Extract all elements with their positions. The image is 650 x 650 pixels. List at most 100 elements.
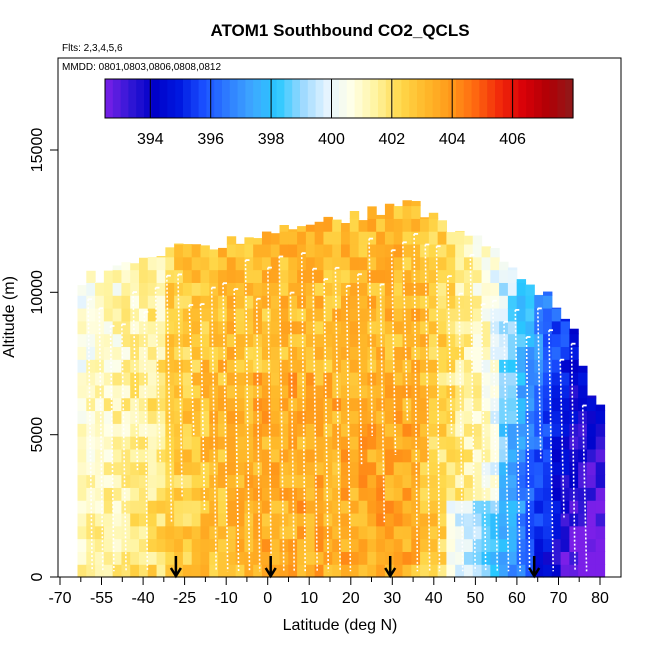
heatmap-cell bbox=[384, 525, 395, 540]
heatmap-cell bbox=[411, 474, 421, 488]
heatmap-cell bbox=[560, 346, 570, 360]
heatmap-cell bbox=[182, 333, 193, 348]
heatmap-cell bbox=[437, 243, 448, 258]
heatmap-cell bbox=[411, 243, 421, 258]
heatmap-cell bbox=[226, 384, 237, 399]
heatmap-cell bbox=[349, 384, 360, 399]
heatmap-cell bbox=[507, 333, 518, 348]
heatmap-cell bbox=[235, 269, 245, 283]
heatmap-cell bbox=[376, 487, 386, 501]
heatmap-cell bbox=[314, 500, 325, 514]
heatmap-cell bbox=[463, 333, 474, 348]
flight-track bbox=[233, 288, 240, 572]
heatmap-cell bbox=[358, 282, 368, 296]
heatmap-cell bbox=[578, 512, 588, 527]
heatmap-cell bbox=[349, 474, 360, 488]
heatmap-cell bbox=[261, 359, 272, 373]
heatmap-cell bbox=[191, 320, 202, 335]
heatmap-cell bbox=[578, 448, 588, 463]
heatmap-cell bbox=[393, 525, 404, 540]
heatmap-cell bbox=[305, 461, 316, 476]
heatmap-cell bbox=[349, 410, 360, 424]
heatmap-cell bbox=[112, 265, 123, 271]
heatmap-cell bbox=[103, 538, 114, 552]
heatmap-cell bbox=[191, 500, 202, 514]
heatmap-cell bbox=[191, 538, 202, 552]
heatmap-cell bbox=[279, 423, 289, 437]
colorbar-swatch bbox=[440, 79, 449, 118]
heatmap-cell bbox=[305, 346, 316, 360]
flight-track bbox=[267, 267, 272, 572]
heatmap-cell bbox=[244, 295, 254, 309]
colorbar-frame bbox=[104, 78, 574, 119]
heatmap-cell bbox=[586, 397, 597, 412]
heatmap-cell bbox=[279, 243, 289, 258]
heatmap-cell bbox=[279, 410, 289, 424]
heatmap-cell bbox=[86, 282, 96, 296]
heatmap-cell bbox=[411, 461, 421, 476]
flight-track bbox=[278, 256, 285, 572]
heatmap-cell bbox=[261, 436, 272, 450]
heatmap-cell bbox=[191, 295, 202, 309]
heatmap-cell bbox=[77, 372, 87, 386]
heatmap-cell bbox=[463, 564, 474, 578]
heatmap-cell bbox=[156, 564, 166, 578]
heatmap-cell bbox=[226, 448, 237, 463]
heatmap-cell bbox=[182, 282, 193, 296]
heatmap-cell bbox=[314, 397, 325, 412]
heatmap-cell bbox=[77, 436, 87, 450]
heatmap-cell bbox=[516, 474, 527, 488]
heatmap-cell bbox=[507, 461, 518, 476]
heatmap-cell bbox=[112, 538, 123, 552]
heatmap-cell bbox=[560, 448, 570, 463]
heatmap-cell bbox=[341, 269, 351, 283]
heatmap-cell bbox=[226, 525, 237, 540]
heatmap-cell bbox=[384, 243, 395, 258]
heatmap-cell bbox=[191, 410, 202, 424]
heatmap-cell bbox=[499, 346, 509, 360]
heatmap-cell bbox=[226, 500, 237, 514]
heatmap-cell bbox=[358, 525, 368, 540]
heatmap-cell bbox=[525, 538, 535, 552]
flight-track bbox=[334, 267, 341, 572]
heatmap-cell bbox=[103, 346, 114, 360]
heatmap-cell bbox=[332, 256, 342, 271]
heatmap-cell bbox=[428, 307, 439, 322]
heatmap-cell bbox=[446, 487, 456, 501]
heatmap-cell bbox=[420, 410, 430, 424]
heatmap-cell bbox=[323, 256, 333, 271]
heatmap-cell bbox=[534, 333, 544, 348]
heatmap-cell bbox=[218, 295, 228, 309]
heatmap-cell bbox=[235, 487, 245, 501]
heatmap-cell bbox=[578, 487, 588, 501]
x-axis: -70 -55 -40 -25 -10 0 10 20 30 40 50 60 70 80 bbox=[48, 576, 621, 607]
heatmap-cell bbox=[156, 410, 166, 424]
heatmap-cell bbox=[411, 256, 421, 271]
heatmap-cell bbox=[218, 448, 228, 463]
heatmap-cell bbox=[156, 538, 166, 552]
heatmap-cell bbox=[200, 269, 210, 283]
heatmap-cell bbox=[235, 410, 245, 424]
heatmap-cell bbox=[411, 333, 421, 348]
heatmap-cell bbox=[95, 551, 105, 565]
heatmap-cell bbox=[305, 269, 316, 283]
flight-track bbox=[312, 268, 318, 572]
heatmap-cell bbox=[341, 256, 351, 271]
heatmap-cell bbox=[402, 307, 412, 322]
heatmap-cell bbox=[182, 410, 193, 424]
heatmap-cell bbox=[182, 256, 193, 271]
heatmap-cell bbox=[420, 359, 430, 373]
heatmap-cell bbox=[560, 538, 570, 552]
heatmap-cell bbox=[455, 423, 465, 437]
colorbar-swatch bbox=[510, 79, 519, 118]
heatmap-cell bbox=[279, 231, 289, 245]
heatmap-cell bbox=[209, 320, 219, 335]
heatmap-cell bbox=[103, 474, 114, 488]
heatmap-cell bbox=[428, 538, 439, 552]
heatmap-cell bbox=[297, 436, 307, 450]
heatmap-cell bbox=[323, 448, 333, 463]
heatmap-cell bbox=[200, 320, 210, 335]
heatmap-cell bbox=[314, 448, 325, 463]
heatmap-cell bbox=[490, 461, 500, 476]
heatmap-cell bbox=[191, 551, 202, 565]
